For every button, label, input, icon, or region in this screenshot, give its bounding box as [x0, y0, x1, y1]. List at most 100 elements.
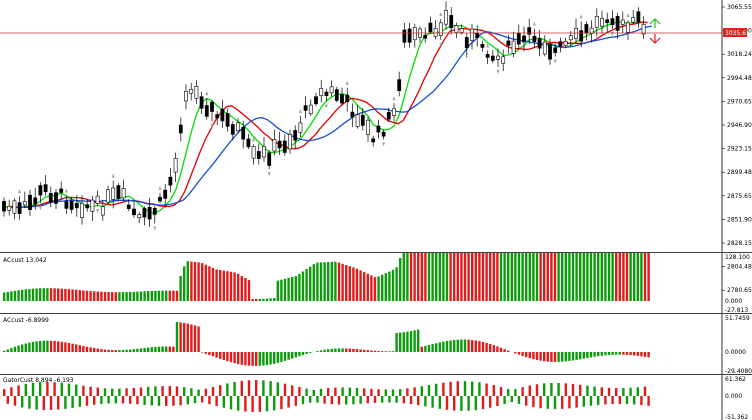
- histogram-bar: [449, 253, 452, 301]
- histogram-bar: [143, 347, 146, 352]
- histogram-bar: [442, 341, 445, 352]
- histogram-bar: [420, 346, 423, 352]
- histogram-bar: [168, 290, 171, 301]
- candlestick: [371, 138, 376, 143]
- histogram-bar: [442, 382, 445, 396]
- candlestick: [303, 105, 308, 111]
- histogram-bar: [233, 352, 236, 364]
- histogram-bar: [42, 340, 45, 352]
- main-chart-window[interactable]: 3065.553041.903018.242994.482970.652946.…: [0, 0, 752, 294]
- candlestick: [548, 44, 552, 60]
- histogram-bar: [460, 396, 463, 411]
- histogram-bar: [161, 290, 164, 301]
- histogram-bar: [384, 273, 387, 301]
- histogram-bar: [456, 253, 459, 301]
- histogram-bar: [226, 352, 229, 362]
- histogram-bar: [287, 352, 290, 360]
- histogram-bar: [640, 352, 643, 357]
- histogram-bar: [85, 396, 89, 406]
- price-axis-label: 2875.65: [727, 193, 752, 200]
- histogram-bar: [373, 277, 377, 301]
- indicator-axis-label: 0.0000: [725, 349, 746, 356]
- histogram-bar: [330, 348, 333, 352]
- histogram-bar: [359, 270, 362, 301]
- histogram-bar: [67, 383, 71, 396]
- histogram-bar: [24, 289, 27, 301]
- fractal-down-icon: [96, 209, 100, 214]
- candlestick: [392, 108, 396, 116]
- histogram-bar: [39, 382, 42, 396]
- candlestick: [605, 19, 610, 24]
- histogram-bar: [442, 253, 445, 301]
- histogram-bar: [355, 349, 359, 352]
- histogram-bar: [366, 396, 369, 404]
- histogram-bar: [406, 388, 409, 396]
- histogram-bar: [129, 291, 132, 301]
- histogram-bar: [597, 352, 600, 357]
- histogram-bar: [237, 352, 240, 365]
- histogram-bar: [474, 253, 477, 301]
- histogram-bar: [244, 396, 247, 412]
- histogram-bar: [633, 352, 636, 356]
- histogram-bar: [129, 349, 132, 352]
- histogram-bar: [96, 291, 99, 301]
- histogram-bar: [28, 396, 31, 409]
- histogram-bar: [456, 339, 459, 352]
- histogram-bar: [121, 349, 125, 352]
- histogram-bar: [600, 352, 603, 356]
- histogram-bar: [13, 346, 17, 352]
- histogram-bar: [409, 396, 413, 405]
- histogram-bar: [273, 298, 276, 301]
- histogram-bar: [240, 352, 243, 365]
- candlestick: [126, 204, 131, 209]
- histogram-bar: [244, 278, 247, 301]
- ac-indicator-panel-2[interactable]: ACcust -6.8999 51.7459 0.0000 -29.4080: [3, 314, 752, 375]
- histogram-bar: [111, 388, 114, 396]
- histogram-bar: [463, 381, 467, 396]
- histogram-bar: [334, 261, 337, 301]
- fractal-up-icon: [392, 96, 396, 101]
- histogram-bar: [229, 396, 233, 410]
- candlestick: [620, 19, 625, 25]
- histogram-bar: [622, 388, 625, 396]
- histogram-bar: [337, 396, 341, 405]
- histogram-bar: [265, 298, 269, 301]
- histogram-bar: [269, 298, 272, 301]
- histogram-bar: [312, 389, 315, 396]
- price-axis[interactable]: 3065.553041.903018.242994.482970.652946.…: [722, 4, 752, 294]
- histogram-bar: [215, 269, 218, 301]
- candlestick: [558, 41, 563, 47]
- histogram-bar: [118, 350, 121, 352]
- histogram-bar: [211, 267, 215, 301]
- histogram-bar: [71, 289, 74, 301]
- ac-indicator-panel-1[interactable]: ACcust 13.042 128.100 0.000 -27.813: [3, 253, 750, 314]
- histogram-bar: [96, 387, 99, 396]
- histogram-bar: [481, 253, 485, 301]
- histogram-bar: [118, 388, 121, 396]
- histogram-bar: [395, 267, 398, 301]
- histogram-bar: [413, 330, 416, 352]
- histogram-bar: [222, 270, 225, 301]
- candlestick: [7, 206, 12, 211]
- price-axis-label: 2994.48: [727, 75, 752, 82]
- histogram-bar: [330, 261, 333, 301]
- histogram-bar: [489, 343, 492, 352]
- histogram-bar: [409, 331, 413, 352]
- histogram-bar: [190, 261, 193, 301]
- histogram-bar: [197, 389, 200, 396]
- histogram-bar: [341, 348, 344, 352]
- gator-indicator-panel[interactable]: GatorCust 8.894 -6.193 61.362 0.000 -51.36…: [3, 375, 748, 420]
- histogram-bar: [294, 396, 297, 406]
- histogram-bar: [82, 385, 85, 396]
- histogram-bar: [269, 381, 272, 396]
- histogram-bar: [57, 396, 60, 410]
- histogram-bar: [453, 340, 456, 352]
- histogram-bar: [546, 396, 549, 409]
- histogram-bar: [391, 269, 395, 301]
- candlestick: [610, 18, 615, 26]
- histogram-bar: [507, 388, 510, 396]
- histogram-bar: [190, 388, 193, 396]
- histogram-bar: [499, 253, 503, 301]
- histogram-bar: [600, 253, 603, 301]
